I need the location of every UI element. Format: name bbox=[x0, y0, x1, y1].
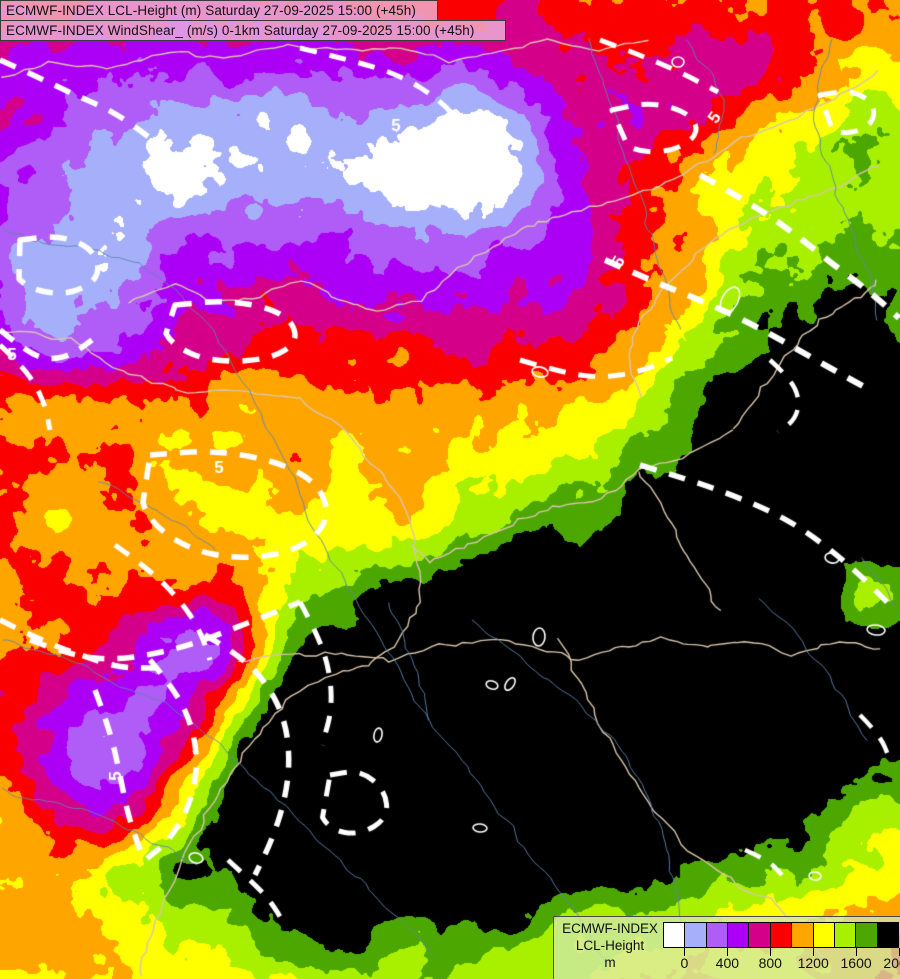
colorbar-swatch-6 bbox=[792, 923, 814, 947]
colorbar-swatch-10 bbox=[877, 923, 898, 947]
colorbar-swatch-8 bbox=[834, 923, 857, 947]
colorbar-swatch-0 bbox=[664, 923, 686, 947]
title-stack: ECMWF-INDEX LCL-Height (m) Saturday 27-0… bbox=[0, 0, 506, 41]
colorbar-tick bbox=[684, 948, 686, 956]
colorbar-swatch-4 bbox=[749, 923, 771, 947]
colorbar-tick-label: 1200 bbox=[797, 955, 829, 971]
colorbar-tick-labels: 0 400 800 1200 1600 2000 bbox=[663, 954, 900, 974]
legend-parameter-label: LCL-Height bbox=[575, 938, 645, 953]
colorbar-swatch-9 bbox=[856, 923, 878, 947]
colorbar-swatch-3 bbox=[728, 923, 750, 947]
colorbar-swatch-1 bbox=[685, 923, 707, 947]
colorbar[interactable] bbox=[663, 922, 899, 948]
colorbar-tick-label: 800 bbox=[758, 955, 782, 971]
colorbar-swatch-2 bbox=[706, 923, 729, 947]
colorbar-tick-label: 0 bbox=[680, 955, 689, 971]
colorbar-tick-label: 400 bbox=[715, 955, 740, 971]
colorbar-tick bbox=[856, 948, 858, 956]
colorbar-tick bbox=[770, 948, 772, 956]
colorbar-swatch-5 bbox=[770, 923, 793, 947]
colorbar-tick-label: 2000 bbox=[883, 955, 900, 971]
colorbar-tick bbox=[813, 948, 815, 956]
colorbar-tick-label: 1600 bbox=[840, 955, 872, 971]
legend-panel: ECMWF-INDEX LCL-Height m 0 400 800 1200 1600… bbox=[553, 916, 900, 979]
legend-caption: ECMWF-INDEX LCL-Height m bbox=[558, 920, 662, 971]
legend-model-label: ECMWF-INDEX bbox=[562, 921, 658, 936]
colorbar-swatch-7 bbox=[813, 923, 835, 947]
title-lcl-height: ECMWF-INDEX LCL-Height (m) Saturday 27-0… bbox=[0, 0, 438, 21]
title-wind-shear: ECMWF-INDEX WindShear_ (m/s) 0-1km Satur… bbox=[0, 20, 506, 41]
colorbar-tick bbox=[727, 948, 729, 956]
legend-unit-label: m bbox=[604, 955, 616, 970]
colorbar-wrap bbox=[663, 922, 899, 948]
